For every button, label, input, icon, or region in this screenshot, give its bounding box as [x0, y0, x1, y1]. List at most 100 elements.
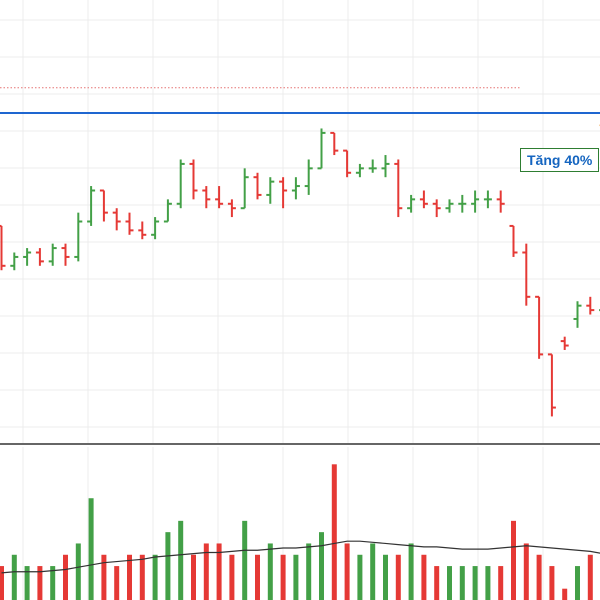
volume-bar: [293, 554, 299, 600]
ohlc-bar: [48, 243, 57, 266]
volume-moving-average: [1, 540, 600, 574]
volume-bar: [229, 554, 235, 600]
ohlc-bar: [483, 190, 492, 209]
ohlc-bar: [176, 159, 185, 209]
ohlc-bar: [291, 177, 300, 200]
volume-bar: [280, 554, 286, 600]
volume-bar: [498, 566, 504, 600]
volume-bar: [549, 566, 555, 600]
volume-bar: [395, 554, 401, 600]
ohlc-bar: [445, 199, 454, 213]
volume-bar: [101, 554, 107, 600]
ohlc-bar: [304, 159, 313, 195]
ohlc-bar: [10, 252, 19, 271]
ohlc-bar: [522, 243, 531, 306]
ohlc-bar: [330, 131, 339, 156]
volume-bar: [319, 532, 324, 600]
ohlc-bar: [74, 212, 83, 262]
volume-bar: [344, 543, 350, 600]
volume-bar: [447, 566, 452, 600]
volume-bar: [152, 554, 158, 600]
volume-bar: [178, 520, 184, 600]
volume-bar: [370, 543, 376, 600]
ohlc-bar: [138, 221, 147, 240]
ohlc-bar: [586, 296, 595, 315]
volume-bar: [165, 532, 171, 600]
volume-bar: [216, 543, 222, 600]
volume-bar: [139, 554, 145, 600]
volume-bar: [114, 566, 120, 600]
ohlc-bar: [535, 295, 544, 359]
ohlc-bar: [573, 301, 582, 328]
ohlc-bar: [560, 336, 569, 350]
volume-bar: [562, 588, 568, 600]
volume-bar: [472, 566, 478, 600]
volume-bar: [75, 543, 81, 600]
volume-bar: [485, 566, 491, 600]
ohlc-bar: [471, 190, 480, 213]
volume-bar: [203, 543, 209, 600]
ohlc-bar: [253, 172, 262, 200]
volume-bar: [511, 520, 516, 600]
volume-bar: [191, 554, 196, 600]
volume-bar: [37, 566, 43, 600]
volume-bar: [267, 543, 273, 600]
ohlc-bar: [432, 199, 441, 218]
ohlc-bar: [112, 208, 121, 231]
ohlc-bar: [87, 186, 96, 226]
ohlc-bar: [23, 248, 32, 266]
volume-bar: [11, 554, 17, 600]
volume-bar: [434, 566, 440, 600]
ohlc-bar: [99, 189, 108, 222]
volume-bar: [50, 566, 56, 600]
volume-bar: [88, 498, 94, 600]
ohlc-bar: [215, 186, 224, 209]
ohlc-bar: [458, 194, 467, 213]
ohlc-bar: [125, 212, 134, 235]
volume-bar: [408, 543, 414, 600]
ohlc-bar: [240, 168, 249, 210]
volume-bar: [357, 554, 363, 600]
ohlc-bar: [496, 190, 505, 213]
ohlc-bar: [419, 190, 428, 209]
gain-annotation-label: Tăng 40%: [520, 148, 600, 172]
volume-bar: [127, 554, 132, 600]
ohlc-bar: [61, 243, 70, 266]
ohlc-bar: [394, 159, 403, 218]
volume-bar: [459, 566, 465, 600]
ohlc-bars: [0, 128, 600, 417]
volume-bar: [575, 566, 580, 600]
ohlc-bar: [509, 224, 518, 257]
ohlc-bar: [317, 128, 326, 170]
volume-bar: [523, 543, 529, 600]
ohlc-bar: [355, 163, 364, 178]
volume-bar: [24, 566, 30, 600]
ohlc-bar: [227, 199, 236, 218]
volume-bar: [242, 520, 248, 600]
volume-bar: [587, 554, 593, 600]
ohlc-bar: [35, 248, 44, 266]
volume-bar: [536, 554, 542, 600]
volume-bar: [331, 464, 337, 600]
ohlc-bar: [343, 149, 352, 178]
volume-bar: [306, 543, 312, 600]
ohlc-bar: [202, 186, 211, 209]
ohlc-bar: [279, 177, 288, 209]
volume-bar: [0, 566, 4, 600]
ohlc-bar: [407, 194, 416, 213]
volume-bar: [421, 554, 427, 600]
volume-bar: [383, 554, 388, 600]
ohlc-bar: [266, 177, 275, 204]
ohlc-bar: [0, 224, 6, 271]
ohlc-bar: [381, 155, 390, 178]
volume-bar: [255, 554, 260, 600]
price-levels: [0, 87, 600, 114]
ohlc-bar: [547, 353, 556, 417]
ohlc-bar: [189, 159, 198, 200]
volume-bar: [63, 554, 68, 600]
ohlc-bar: [368, 159, 377, 173]
ohlc-bar: [163, 199, 172, 223]
